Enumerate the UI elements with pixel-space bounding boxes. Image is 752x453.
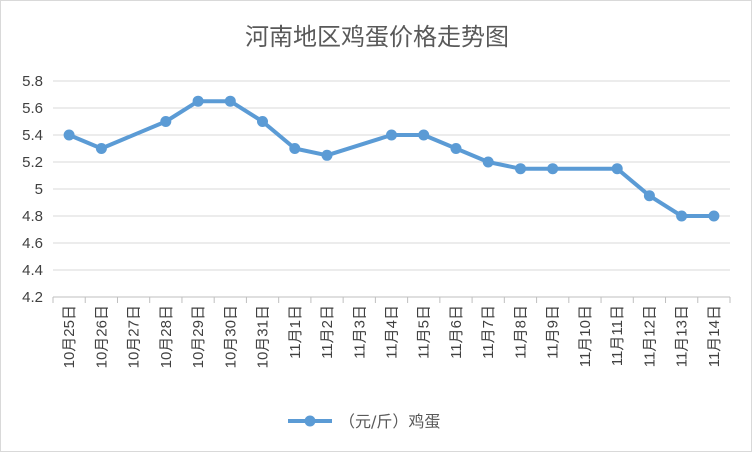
data-point <box>611 163 623 175</box>
x-tick-label: 10月25日 <box>61 305 78 368</box>
data-point <box>450 143 462 154</box>
series-layer <box>63 95 720 222</box>
data-point <box>63 129 75 141</box>
data-point <box>224 95 236 107</box>
legend: （元/斤）鸡蛋 <box>288 412 440 431</box>
x-tick-label: 10月30日 <box>222 305 239 368</box>
y-tick-label: 4.4 <box>22 262 43 279</box>
x-tick-label: 10月26日 <box>93 305 110 368</box>
data-point <box>257 116 268 127</box>
x-tick-label: 11月10日 <box>577 305 594 367</box>
x-tick-label: 11月5日 <box>416 305 433 359</box>
x-tick-label: 11月3日 <box>351 305 368 359</box>
data-point <box>418 129 430 141</box>
data-point <box>708 210 720 222</box>
y-tick-label: 5.4 <box>22 127 43 144</box>
data-point <box>676 210 688 222</box>
x-tick-label: 10月29日 <box>190 305 207 368</box>
x-tick-label: 11月2日 <box>319 305 336 359</box>
x-tick-label: 10月27日 <box>126 305 143 368</box>
x-tick-label: 10月31日 <box>255 305 272 368</box>
y-tick-label: 5 <box>35 181 43 198</box>
x-tick-label: 11月1日 <box>287 305 304 359</box>
x-tick-label: 11月4日 <box>384 305 401 359</box>
x-tick-label: 11月9日 <box>545 305 562 359</box>
y-tick-label: 4.8 <box>22 208 43 225</box>
y-tick-label: 5.6 <box>22 100 43 117</box>
data-point <box>515 163 526 175</box>
data-point <box>192 95 204 107</box>
x-tick-label: 11月8日 <box>512 305 529 359</box>
data-point <box>547 163 559 175</box>
chart-title: 河南地区鸡蛋价格走势图 <box>245 23 509 51</box>
x-tick-label: 11月13日 <box>674 305 691 367</box>
grid-layer <box>53 80 730 271</box>
data-point <box>95 143 107 154</box>
legend-label: （元/斤）鸡蛋 <box>339 412 440 431</box>
y-tick-label: 4.2 <box>22 289 43 306</box>
data-point <box>160 116 172 127</box>
x-tick-label: 11月14日 <box>706 305 723 367</box>
data-point <box>482 156 494 168</box>
y-tick-label: 5.2 <box>22 154 43 171</box>
y-tick-label: 5.8 <box>22 73 43 90</box>
legend-marker <box>304 415 316 427</box>
axis-layer: 4.2 4.4 4.6 4.8 5 5.2 5.4 5.6 5.8 10月25日 10月26日 10月… <box>22 73 731 368</box>
data-point <box>643 190 655 202</box>
x-tick-label: 10月28日 <box>158 305 175 368</box>
x-tick-label: 11月7日 <box>480 305 497 359</box>
data-point <box>386 129 397 141</box>
x-tick-label: 11月11日 <box>609 305 626 366</box>
y-tick-label: 4.6 <box>22 235 43 252</box>
x-tick-label: 11月12日 <box>641 305 658 367</box>
data-point <box>289 143 301 154</box>
series-line <box>67 99 716 218</box>
x-tick-label: 11月6日 <box>448 305 465 359</box>
data-point <box>321 149 333 161</box>
